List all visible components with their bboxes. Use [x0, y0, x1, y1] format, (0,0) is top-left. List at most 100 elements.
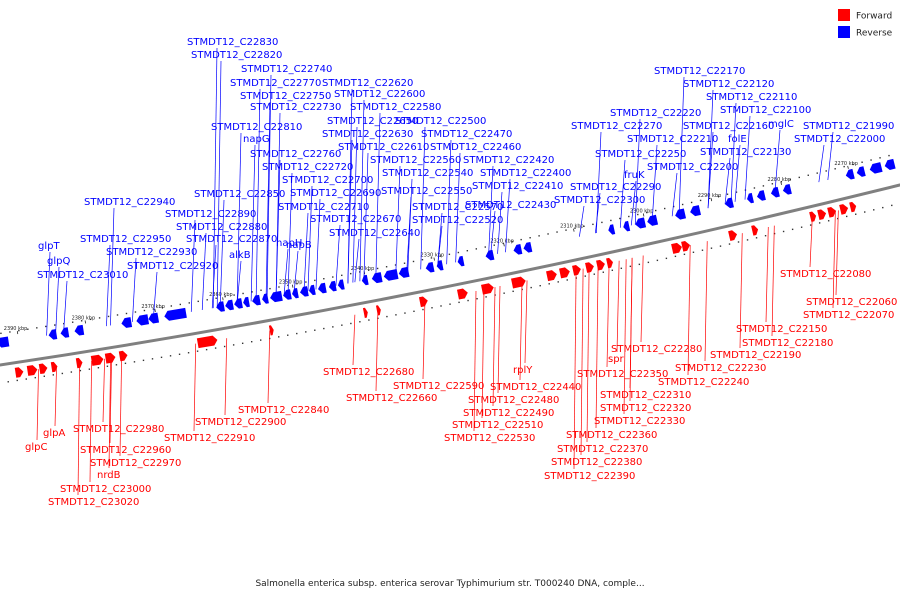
reverse-gene-label: STMDT12_C22170 — [654, 66, 745, 77]
gene-arrow — [74, 324, 85, 336]
track-dot — [260, 289, 262, 291]
leader-line — [594, 192, 601, 234]
track-dot — [52, 374, 55, 376]
reverse-gene-label: STMDT12_C22270 — [571, 121, 662, 132]
leader-line — [490, 210, 496, 256]
track-dot — [0, 332, 2, 335]
gene-arrow — [635, 217, 647, 229]
track-dot — [891, 204, 893, 207]
reverse-gene-label: STMDT12_C22220 — [610, 108, 701, 119]
leader-line — [375, 112, 381, 279]
track-dot — [879, 157, 881, 159]
track-dot — [232, 344, 235, 346]
gene-arrow — [121, 317, 133, 328]
forward-gene-label: STMDT12_C22370 — [557, 444, 648, 455]
track-dot — [251, 291, 253, 293]
leader-line — [606, 262, 610, 368]
kbp-tick-label: 2320 kbp — [490, 238, 514, 244]
track-dot — [296, 332, 298, 335]
reverse-gene-label: STMDT12_C22580 — [350, 102, 441, 113]
track-dot — [864, 211, 866, 213]
track-dot — [124, 362, 127, 365]
reverse-gene-label: STMDT12_C22690 — [290, 188, 381, 199]
track-dot — [565, 229, 567, 231]
track-dot — [556, 231, 558, 233]
track-dot — [214, 347, 217, 349]
track-dot — [27, 328, 29, 330]
reverse-gene-label: mglC — [768, 119, 794, 130]
track-dot — [160, 356, 163, 359]
track-dot — [502, 242, 504, 245]
gene-arrow — [623, 220, 631, 232]
track-dot — [80, 320, 83, 322]
reverse-gene-label: STMDT12_C22880 — [176, 222, 267, 233]
leader-line — [236, 260, 242, 304]
reverse-gene-label: STMDT12_C22620 — [322, 78, 413, 89]
reverse-gene-label: STMDT12_C22110 — [706, 92, 797, 103]
track-dot — [710, 247, 713, 249]
reverse-gene-label: STMDT12_C22160 — [683, 121, 774, 132]
track-dot — [818, 222, 821, 224]
track-dot — [269, 287, 271, 290]
leader-line — [446, 139, 452, 265]
leader-line — [36, 369, 39, 441]
forward-gene-label: STMDT12_C22380 — [551, 457, 642, 468]
reverse-gene-label: STMDT12_C22550 — [381, 186, 472, 197]
leader-line — [267, 330, 271, 404]
track-dot — [430, 257, 433, 259]
track-dot — [665, 257, 668, 260]
leader-line — [835, 210, 839, 296]
reverse-gene-label: STMDT12_C22720 — [262, 162, 353, 173]
track-dot — [196, 350, 199, 352]
track-dot — [855, 213, 857, 215]
reverse-gene-label: STMDT12_C22120 — [683, 79, 774, 90]
track-dot — [394, 264, 397, 266]
leader-line — [832, 211, 836, 309]
gene-arrow — [756, 190, 766, 201]
track-dot — [764, 235, 767, 237]
track-dot — [188, 302, 190, 304]
track-dot — [323, 278, 325, 280]
leader-line — [818, 144, 825, 183]
reverse-gene-label: STMDT12_C22250 — [595, 149, 686, 160]
gene-arrow — [252, 294, 261, 306]
leader-line — [132, 257, 137, 322]
reverse-gene-label: STMDT12_C22730 — [250, 102, 341, 113]
leader-line — [481, 289, 485, 419]
leader-line — [77, 362, 80, 496]
gene-arrow — [782, 183, 792, 195]
track-dot — [223, 345, 226, 348]
forward-gene-label: STMDT12_C22070 — [803, 310, 894, 321]
forward-gene-label: STMDT12_C22060 — [806, 297, 897, 308]
leader-line — [524, 280, 528, 364]
gene-arrow — [690, 205, 701, 217]
forward-gene-label: STMDT12_C22910 — [164, 433, 255, 444]
track-dot — [583, 225, 585, 227]
track-dot — [9, 331, 11, 333]
track-dot — [404, 312, 406, 314]
track-dot — [692, 251, 695, 253]
gene-arrow — [827, 206, 837, 218]
leader-line — [687, 244, 691, 376]
track-dot — [737, 241, 740, 243]
leader-line — [54, 366, 57, 427]
gene-arrow — [361, 274, 369, 286]
track-dot — [278, 286, 280, 288]
gene-arrow — [148, 312, 160, 324]
track-dot — [719, 245, 722, 247]
track-dot — [717, 195, 720, 198]
track-dot — [358, 271, 361, 273]
gene-arrow — [523, 241, 533, 253]
forward-gene-label: STMDT12_C22510 — [452, 420, 543, 431]
reverse-gene-label: STMDT12_C22420 — [463, 155, 554, 166]
track-dot — [170, 305, 173, 307]
track-dot — [663, 207, 666, 210]
gene-arrow — [38, 363, 48, 375]
reverse-gene-label: fruK — [624, 170, 645, 181]
forward-gene-label: nrdB — [97, 470, 121, 481]
leader-line — [492, 287, 496, 407]
track-dot — [753, 187, 756, 189]
gene-arrow — [513, 244, 523, 255]
leader-line — [809, 216, 813, 268]
reverse-gene-label: STMDT12_C22770 — [230, 78, 321, 89]
